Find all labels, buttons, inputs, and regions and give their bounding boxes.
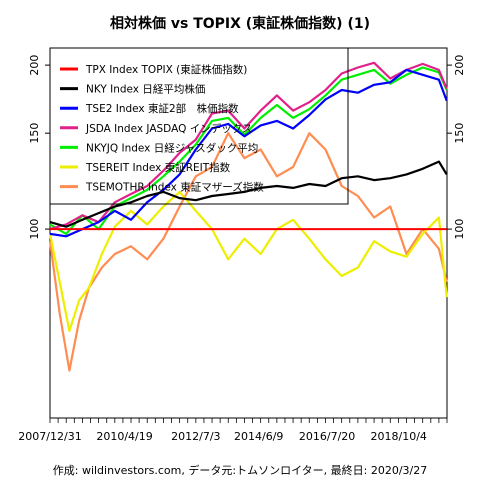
x-tick-label-4: 2016/7/20 bbox=[299, 430, 355, 443]
chart-title: 相対株価 vs TOPIX (東証株価指数) (1) bbox=[110, 15, 370, 32]
series-line-2 bbox=[49, 68, 448, 238]
y-tick-label-right-0: 100 bbox=[453, 219, 466, 240]
y-tick-label-right-2: 200 bbox=[453, 55, 466, 76]
y-tick-label-right-1: 150 bbox=[453, 123, 466, 144]
y-tick-label-left-0: 100 bbox=[28, 219, 41, 240]
legend-label-6: TSEMOTHR Index 東証マザーズ指数 bbox=[85, 181, 264, 194]
legend-box bbox=[49, 47, 349, 205]
x-tick-label-0: 2007/12/31 bbox=[18, 430, 81, 443]
series-line-3 bbox=[49, 61, 448, 231]
footer-caption: 作成: wildinvestors.com, データ元:トムソンロイター, 最終… bbox=[53, 463, 427, 477]
series-line-5 bbox=[48, 190, 448, 333]
legend-label-2: TSE2 Index 東証2部 株価指数 bbox=[85, 102, 239, 115]
y-tick-label-left-1: 150 bbox=[28, 123, 41, 144]
x-tick-label-2: 2012/7/3 bbox=[171, 430, 220, 443]
legend-label-5: TSEREIT Index 東証REIT指数 bbox=[85, 161, 231, 174]
series-line-1 bbox=[49, 160, 448, 228]
legend-label-1: NKY Index 日経平均株価 bbox=[86, 83, 205, 96]
series-line-6 bbox=[48, 132, 448, 372]
legend-label-3: JSDA Index JASDAQ インデックス bbox=[85, 122, 252, 135]
x-tick-label-1: 2010/4/19 bbox=[96, 430, 152, 443]
legend-label-0: TPX Index TOPIX (東証株価指数) bbox=[85, 63, 247, 76]
x-tick-label-3: 2014/6/9 bbox=[234, 430, 283, 443]
y-tick-label-left-2: 200 bbox=[28, 55, 41, 76]
legend-label-4: NKYJQ Index 日経ジャスダック平均 bbox=[86, 141, 258, 154]
x-tick-label-5: 2018/10/4 bbox=[371, 430, 427, 443]
